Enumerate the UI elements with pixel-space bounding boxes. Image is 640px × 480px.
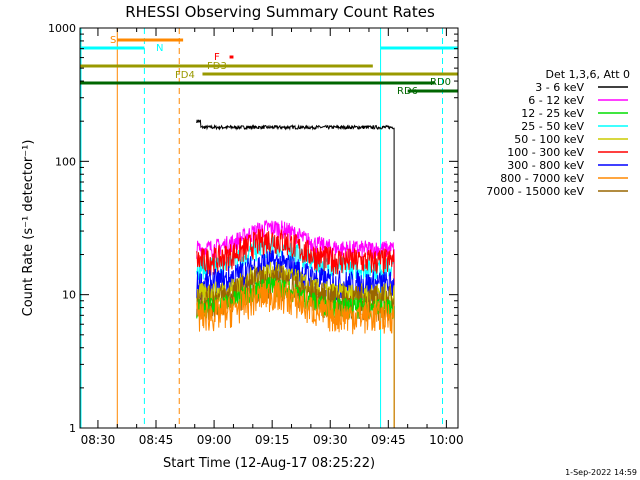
x-tick-label-4: 09:30 xyxy=(313,433,348,447)
legend-label-7: 800 - 7000 keV xyxy=(500,172,584,185)
legend-label-2: 12 - 25 keV xyxy=(521,107,584,120)
y-tick-label-1: 10 xyxy=(62,289,76,302)
x-tick-label-1: 08:45 xyxy=(139,433,174,447)
series-line-7 xyxy=(196,280,395,428)
legend-label-6: 300 - 800 keV xyxy=(507,159,584,172)
x-axis: 08:30 08:45 09:00 09:15 09:30 09:45 10:00 xyxy=(81,28,464,447)
y-tick-label-2: 100 xyxy=(55,155,76,168)
y-tick-label-0: 1 xyxy=(69,422,76,435)
series-line-8 xyxy=(196,265,395,428)
series-line-3 xyxy=(196,235,395,428)
legend-title: Det 1,3,6, Att 0 xyxy=(546,68,630,81)
x-tick-label-0: 08:30 xyxy=(81,433,116,447)
timestamp: 1-Sep-2022 14:59 xyxy=(565,468,637,477)
series-line-0 xyxy=(196,119,395,232)
flag-label-rd0: RD0 xyxy=(430,77,451,88)
legend-label-4: 50 - 100 keV xyxy=(514,133,584,146)
legend-label-5: 100 - 300 keV xyxy=(507,146,584,159)
series-line-5 xyxy=(196,228,395,428)
legend-label-8: 7000 - 15000 keV xyxy=(486,185,584,198)
y-tick-label-3: 1000 xyxy=(48,22,76,35)
plot-frame xyxy=(79,27,459,429)
legend-label-1: 6 - 12 keV xyxy=(528,94,584,107)
y-axis-label: Count Rate (s⁻¹ detector⁻¹) xyxy=(21,140,36,317)
x-tick-label-5: 09:45 xyxy=(371,433,406,447)
flag-label-n: N xyxy=(156,43,163,54)
flag-label-fd3: FD3 xyxy=(207,61,227,72)
x-tick-label-3: 09:15 xyxy=(255,433,290,447)
x-tick-label-2: 09:00 xyxy=(197,433,232,447)
flag-label-s: S xyxy=(110,35,116,46)
flag-label-rd6: RD6 xyxy=(397,86,418,97)
y-axis: 1 10 100 1000 xyxy=(48,22,458,435)
x-axis-label: Start Time (12-Aug-17 08:25:22) xyxy=(163,456,375,471)
flag-label-f: F xyxy=(214,52,220,63)
legend-label-3: 25 - 50 keV xyxy=(521,120,584,133)
x-tick-label-6: 10:00 xyxy=(429,433,464,447)
series-line-4 xyxy=(196,261,395,428)
legend-label-0: 3 - 6 keV xyxy=(535,81,584,94)
flag-label-fd4: FD4 xyxy=(175,70,195,81)
chart-title: RHESSI Observing Summary Count Rates xyxy=(125,3,435,21)
